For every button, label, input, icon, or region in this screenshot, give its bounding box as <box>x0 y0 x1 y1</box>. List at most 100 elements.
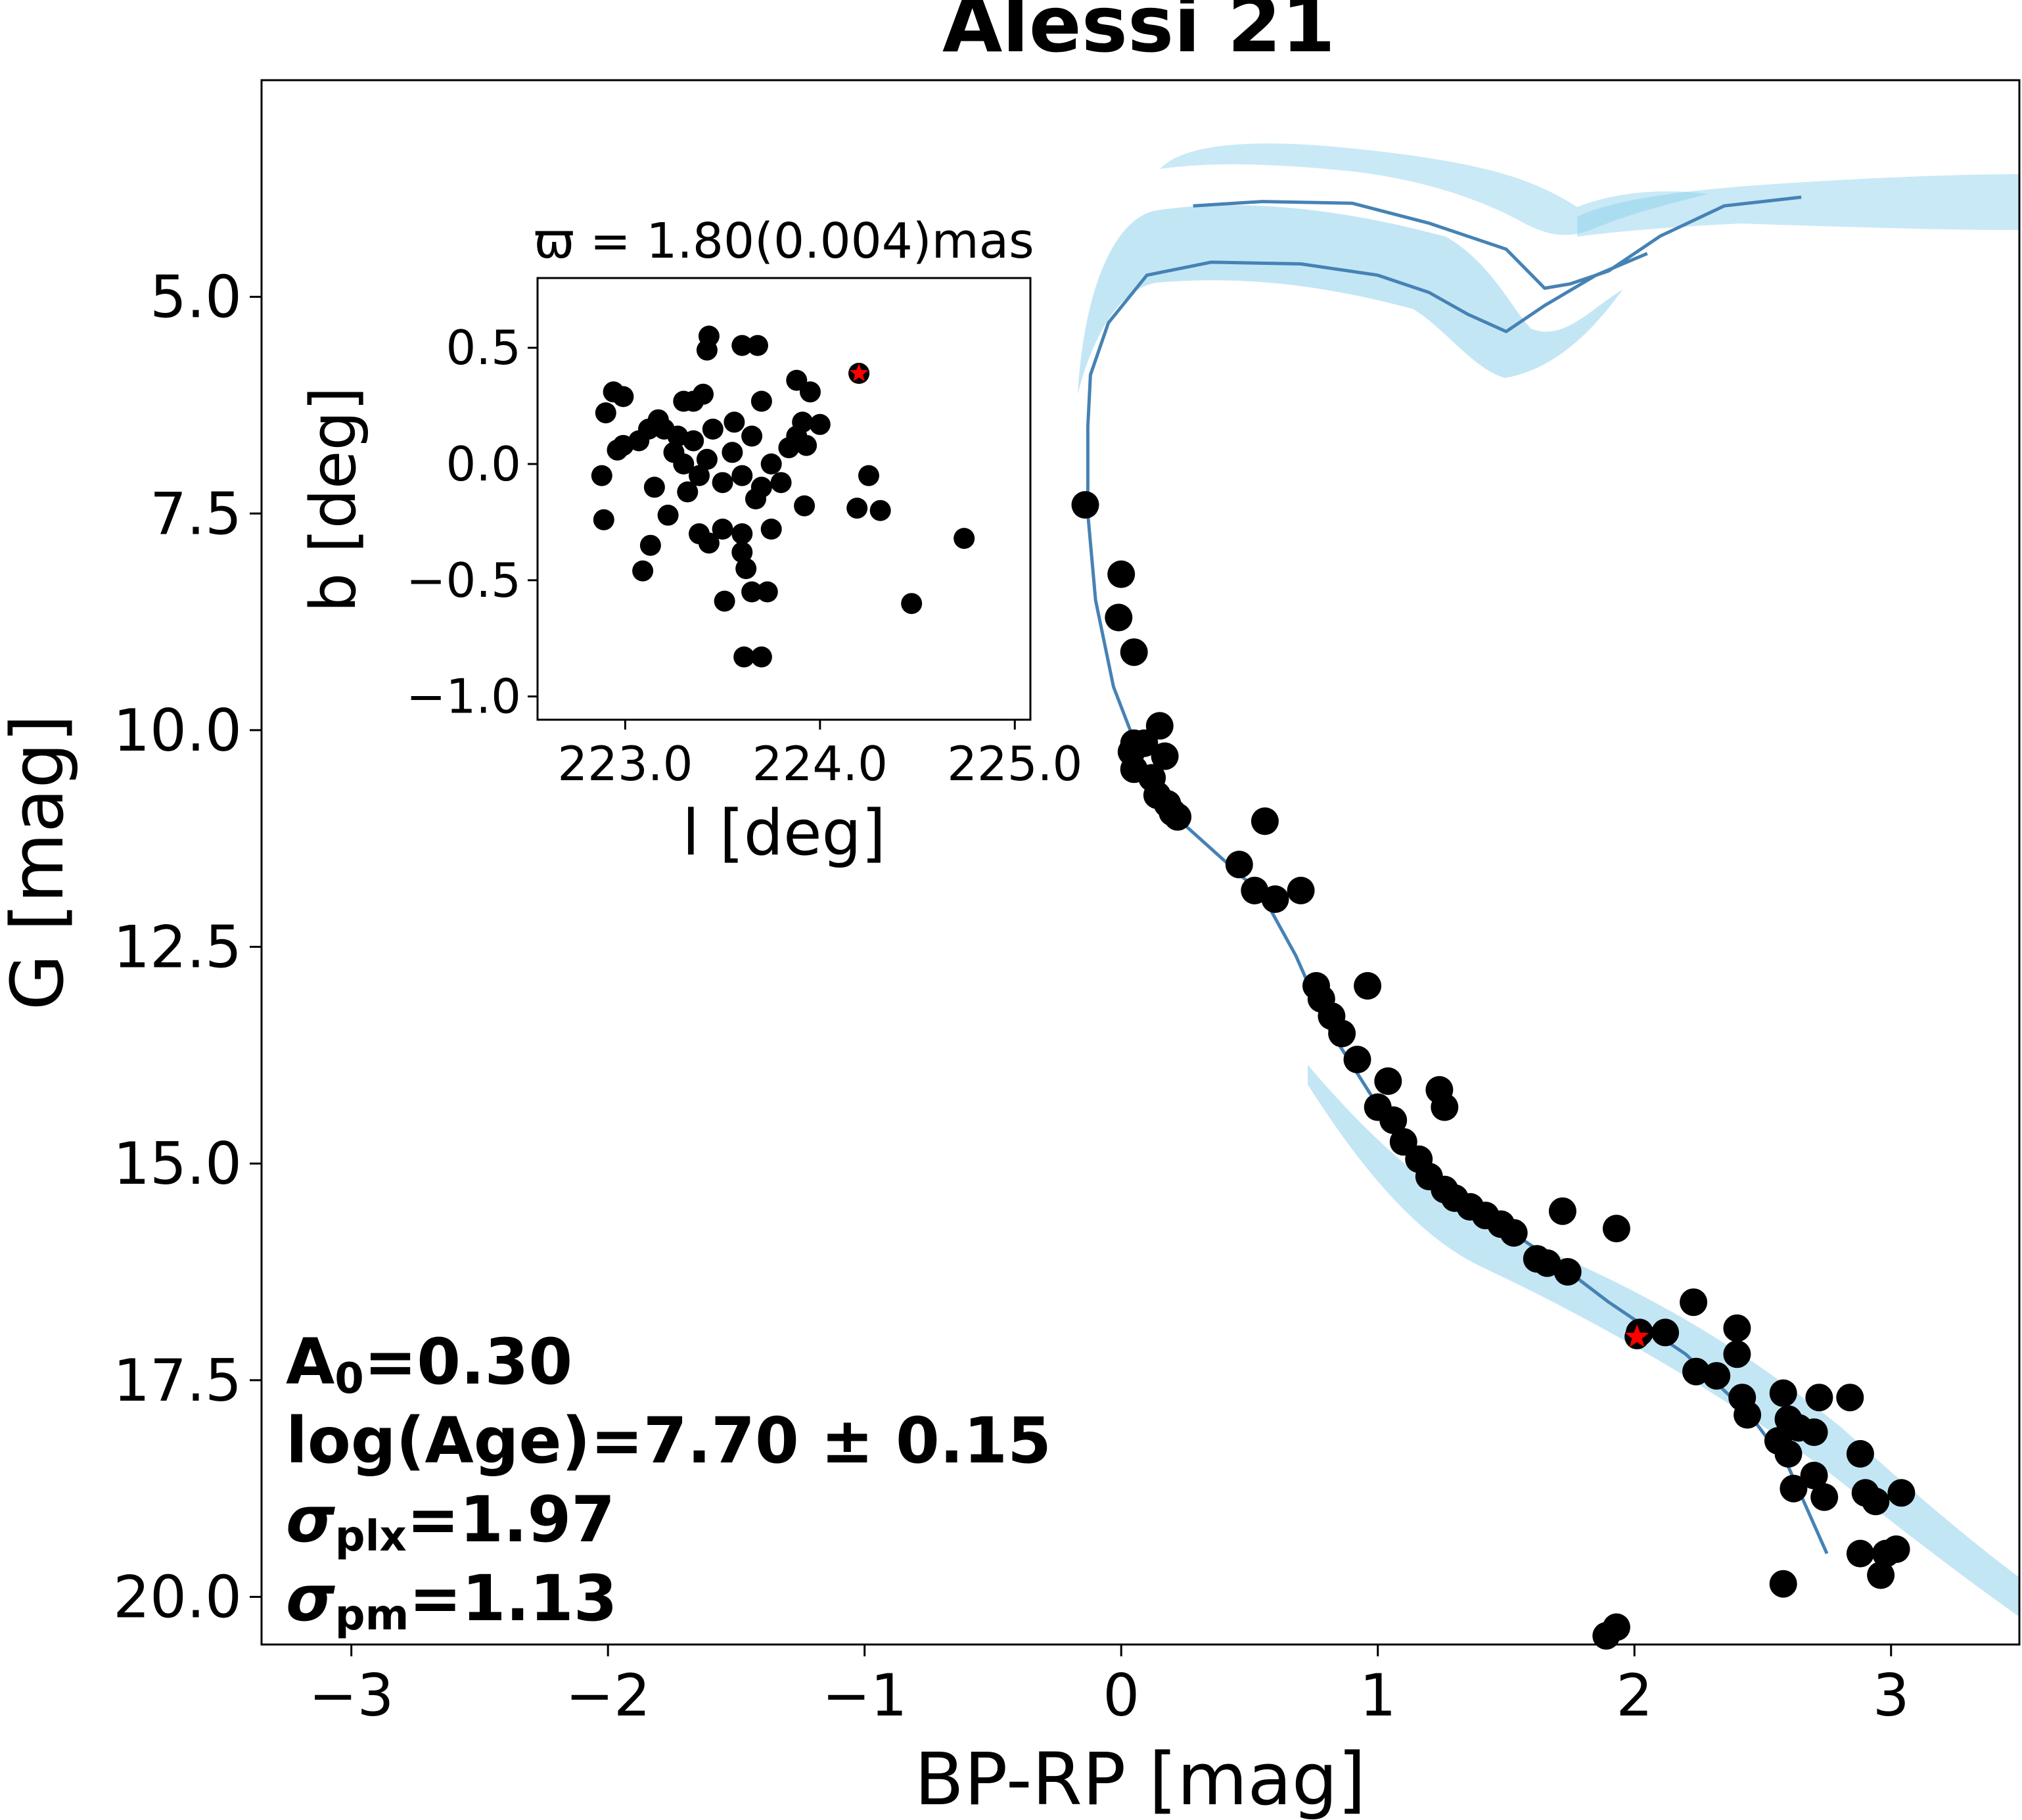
member-point <box>1651 1318 1680 1347</box>
inset-member-point <box>714 590 735 612</box>
member-point <box>1374 1067 1402 1095</box>
y-tick-label: 7.5 <box>150 480 242 548</box>
member-point <box>1769 1379 1797 1407</box>
member-point <box>1548 1197 1576 1225</box>
member-point <box>1120 638 1148 666</box>
inset-y-ticks: −1.0 −0.5 0.0 0.5 <box>406 320 538 724</box>
x-tick-label: −1 <box>822 1662 908 1729</box>
inset-member-point <box>858 465 879 486</box>
inset-member-point <box>698 532 720 554</box>
main-x-ticks: −3 −2 −1 0 1 2 3 <box>309 1645 1910 1729</box>
y-axis-label: G [mag] <box>0 714 80 1010</box>
member-point <box>1836 1384 1864 1412</box>
param-sigma-pm-sub: pm <box>335 1591 409 1640</box>
inset-member-point <box>683 390 704 412</box>
parameter-text-box: A0=0.30 log(Age)=7.70 ± 0.15 σplx=1.97 σ… <box>286 1325 1051 1640</box>
inset-x-tick-label: 225.0 <box>947 736 1082 791</box>
member-point <box>1071 491 1099 519</box>
param-extinction: A0=0.30 <box>286 1325 572 1403</box>
inset-member-point <box>632 560 654 582</box>
inset-member-point <box>846 498 868 519</box>
member-point <box>1343 1046 1371 1073</box>
y-tick-label: 5.0 <box>150 264 242 331</box>
member-point <box>1151 742 1179 770</box>
inset-x-tick-label: 224.0 <box>752 736 888 791</box>
inset-member-point <box>639 534 661 556</box>
member-point <box>1887 1479 1916 1507</box>
isochrone-line-1 <box>1193 195 1802 290</box>
inset-member-point <box>792 411 814 433</box>
param-age: log(Age)=7.70 ± 0.15 <box>286 1404 1051 1478</box>
member-point <box>1723 1340 1751 1368</box>
inset-plot: 223.0 224.0 225.0 −1.0 −0.5 0.0 0.5 ϖ = 1.80(… <box>298 213 1082 870</box>
member-point <box>1703 1362 1731 1390</box>
member-point <box>1846 1539 1874 1568</box>
member-point <box>1882 1535 1910 1563</box>
member-point <box>1431 1093 1459 1121</box>
inset-x-ticks: 223.0 224.0 225.0 <box>557 720 1082 791</box>
inset-member-point <box>612 386 634 408</box>
inset-member-point <box>756 581 778 603</box>
member-point <box>1800 1418 1828 1446</box>
inset-member-point <box>702 418 724 440</box>
inset-member-point <box>673 453 695 475</box>
y-tick-label: 12.5 <box>113 914 242 981</box>
main-points <box>1071 491 1916 1650</box>
inset-member-point <box>869 500 891 521</box>
param-extinction-base: A <box>286 1325 334 1399</box>
inset-member-point <box>809 413 831 435</box>
inset-member-point <box>770 472 792 494</box>
inset-member-point <box>593 509 614 530</box>
inset-member-point <box>954 528 975 549</box>
inset-member-point <box>657 504 679 526</box>
inset-y-axis-label: b [deg] <box>298 386 370 613</box>
param-sigma-pm-base: σ <box>286 1562 335 1635</box>
param-sigma-plx-sub: plx <box>335 1512 407 1561</box>
main-plot-frame <box>260 79 2021 1646</box>
inset-member-point <box>786 369 808 391</box>
x-tick-label: −3 <box>309 1662 394 1729</box>
member-point <box>1682 1357 1710 1386</box>
inset-member-point <box>735 558 757 580</box>
x-tick-label: 1 <box>1360 1662 1396 1729</box>
inset-member-point <box>677 481 699 503</box>
member-point <box>1862 1487 1890 1516</box>
inset-member-point <box>760 453 782 475</box>
member-point <box>1592 1622 1620 1650</box>
member-point <box>1867 1561 1895 1589</box>
member-point <box>1602 1215 1630 1243</box>
param-age-text: log(Age)=7.70 ± 0.15 <box>286 1404 1051 1478</box>
inset-member-point <box>731 523 753 545</box>
inset-member-point <box>796 434 817 456</box>
param-sigma-plx: σplx=1.97 <box>286 1483 615 1561</box>
inset-member-point <box>731 542 753 563</box>
member-point <box>1500 1219 1528 1247</box>
x-tick-label: 0 <box>1103 1662 1139 1729</box>
y-tick-label: 15.0 <box>113 1130 242 1198</box>
inset-title: ϖ = 1.80(0.004)mas <box>534 213 1034 269</box>
inset-member-point <box>741 425 763 447</box>
chart-title: Alessi 21 <box>942 0 1335 70</box>
member-point <box>1379 1106 1408 1134</box>
inset-y-tick-label: 0.0 <box>446 436 521 492</box>
x-tick-label: 2 <box>1616 1662 1653 1729</box>
inset-member-point <box>722 442 743 463</box>
param-extinction-sub: 0 <box>334 1355 364 1403</box>
member-point <box>1107 560 1136 588</box>
x-axis-label: BP-RP [mag] <box>914 1737 1366 1820</box>
inset-member-point <box>747 335 768 356</box>
inset-frame <box>536 277 1032 721</box>
member-point <box>1723 1314 1751 1342</box>
inset-y-tick-label: 0.5 <box>446 320 521 375</box>
member-point <box>1680 1288 1708 1317</box>
y-tick-label: 10.0 <box>113 697 242 764</box>
member-point <box>1734 1401 1762 1429</box>
inset-member-point <box>591 465 612 486</box>
member-point <box>1800 1461 1828 1489</box>
inset-member-point <box>741 581 763 603</box>
inset-x-tick-label: 223.0 <box>557 736 693 791</box>
member-point <box>1328 1019 1356 1048</box>
isochrone-band-upper <box>1160 143 1709 235</box>
x-tick-label: −2 <box>565 1662 651 1729</box>
